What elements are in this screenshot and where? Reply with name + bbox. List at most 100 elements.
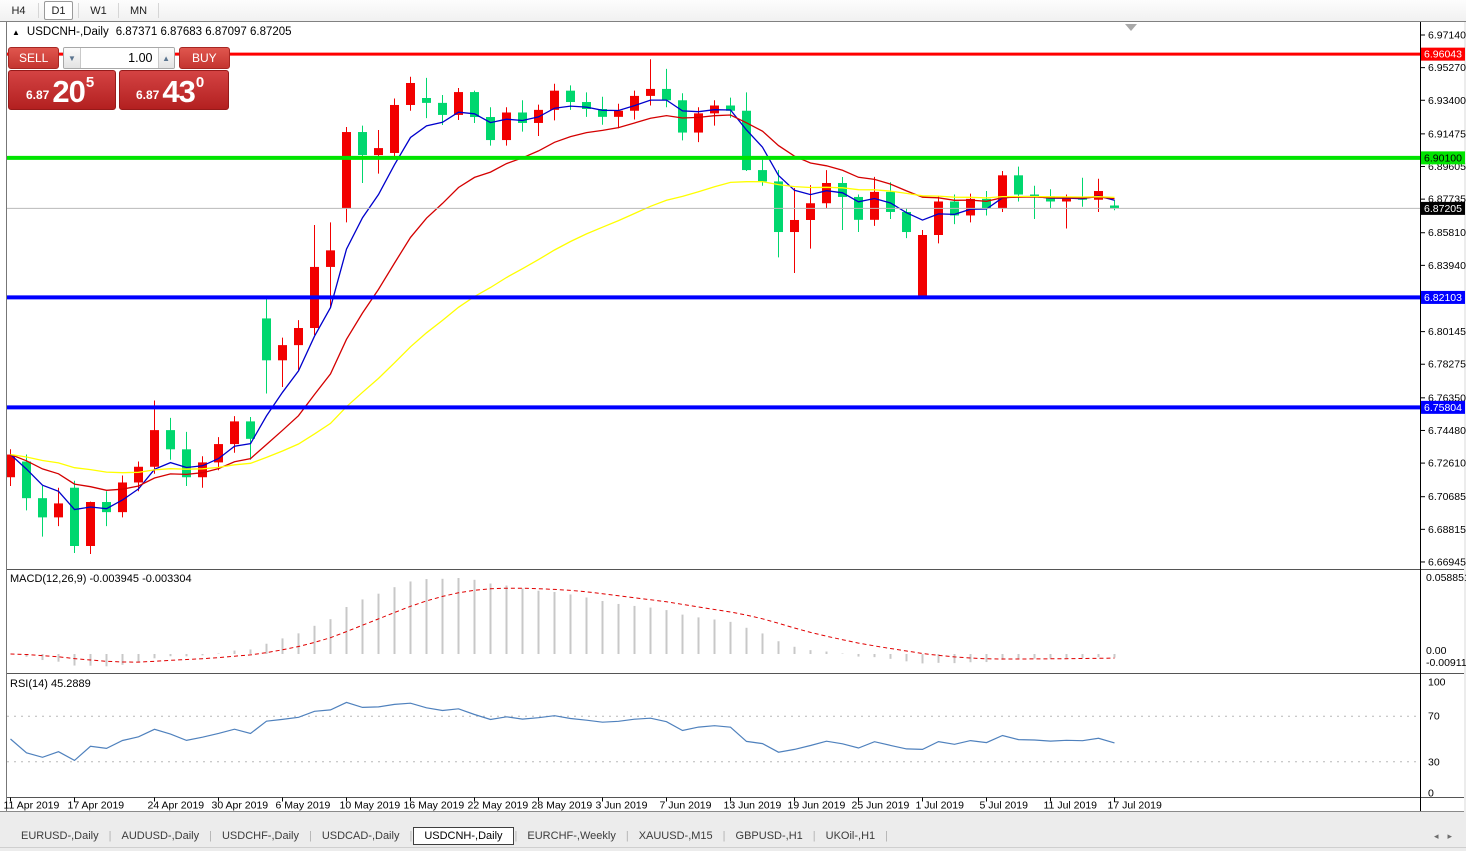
- candle-body: [1014, 175, 1023, 195]
- chart-tab-eurchf-weekly[interactable]: EURCHF-,Weekly: [527, 830, 616, 842]
- chart-tab-usdcnh-daily[interactable]: USDCNH-,Daily: [413, 827, 514, 845]
- buy-price-pips: 43: [162, 74, 195, 109]
- candle-body: [902, 211, 911, 233]
- price-axis-label: 6.70685: [1428, 491, 1466, 503]
- date-axis-label: 16 May 2019: [404, 800, 465, 812]
- date-axis-label: 17 Apr 2019: [68, 800, 125, 812]
- chart-tab-usdcad-daily[interactable]: USDCAD-,Daily: [321, 830, 400, 842]
- tab-separator: |: [409, 830, 413, 842]
- toolbar-separator: [38, 3, 39, 18]
- ma-line-5: [10, 99, 1115, 511]
- rsi-line: [10, 701, 1115, 762]
- rsi-axis-label: 30: [1428, 756, 1440, 768]
- candle-body: [822, 182, 831, 204]
- tab-scroll-right-icon[interactable]: ▸: [1447, 830, 1452, 841]
- date-axis-label: 6 May 2019: [276, 800, 331, 812]
- timeframe-button-w1[interactable]: W1: [90, 4, 107, 17]
- chart-tab-eurusd-daily[interactable]: EURUSD-,Daily: [21, 830, 99, 842]
- volume-decrease-button[interactable]: ▼: [64, 48, 81, 68]
- tab-separator: |: [812, 830, 816, 842]
- candle-body: [582, 102, 591, 109]
- price-axis-badge: [1421, 400, 1465, 414]
- candle-body: [838, 182, 847, 197]
- candle-body: [790, 219, 799, 233]
- candle-body: [1110, 205, 1119, 209]
- chart-tab-xauusd-m15[interactable]: XAUUSD-,M15: [638, 830, 713, 842]
- buy-price-prefix: 6.87: [136, 88, 160, 102]
- timeframe-toolbar: H4 D1 W1 MN: [0, 0, 1466, 22]
- candle-body: [518, 112, 527, 123]
- tab-separator: |: [722, 830, 726, 842]
- price-axis-badge-label: 6.82103: [1424, 292, 1462, 304]
- price-axis-label: 6.72610: [1428, 458, 1466, 470]
- candle-body: [774, 181, 783, 233]
- tab-scroll-left-icon[interactable]: ◂: [1433, 830, 1439, 841]
- candle-body: [262, 318, 271, 361]
- candle-body: [870, 191, 879, 220]
- candle-body: [1046, 196, 1055, 202]
- chart-tab-gbpusd-h1[interactable]: GBPUSD-,H1: [735, 830, 803, 842]
- macd-axis-min-label: -0.009116: [1426, 657, 1466, 669]
- arrow-up-icon: ▲: [162, 53, 171, 63]
- candle-body: [726, 105, 735, 111]
- date-axis-label: 22 May 2019: [468, 800, 529, 812]
- price-axis-badge-label: 6.75804: [1424, 402, 1462, 414]
- price-axis-label: 6.83940: [1428, 260, 1466, 272]
- price-axis-label: 6.66945: [1428, 556, 1466, 568]
- date-axis-label: 25 Jun 2019: [852, 800, 910, 812]
- price-axis-badge-label: 6.96043: [1424, 49, 1462, 61]
- price-axis-label: 6.91475: [1428, 128, 1466, 140]
- ma-line-34: [10, 181, 1115, 474]
- date-axis-label: 24 Apr 2019: [148, 800, 205, 812]
- candle-body: [38, 498, 47, 518]
- buy-button[interactable]: BUY: [178, 47, 231, 69]
- candle-body: [566, 90, 575, 103]
- chart-tab-usdchf-daily[interactable]: USDCHF-,Daily: [221, 830, 299, 842]
- candle-body: [326, 250, 335, 267]
- candle-body: [502, 112, 511, 141]
- macd-axis-zero-label: 0.00: [1426, 645, 1447, 657]
- candle-body: [22, 461, 31, 499]
- date-axis-label: 19 Jun 2019: [788, 800, 846, 812]
- sell-button[interactable]: SELL: [8, 47, 60, 69]
- date-axis-label: 1 Jul 2019: [916, 800, 965, 812]
- chart-shift-marker-icon: [1125, 24, 1137, 31]
- price-axis-label: 6.74480: [1428, 425, 1466, 437]
- candle-body: [358, 132, 367, 156]
- candle-body: [406, 82, 415, 105]
- chart-tab-audusd-daily[interactable]: AUDUSD-,Daily: [121, 830, 200, 842]
- price-axis-badge: [1421, 201, 1465, 215]
- chart-symbol-period: USDCNH-,Daily: [26, 26, 109, 38]
- timeframe-button-mn[interactable]: MN: [129, 4, 148, 17]
- chart-tab-ukoil-h1[interactable]: UKOil-,H1: [825, 830, 876, 842]
- candle-body: [998, 175, 1007, 209]
- timeframe-button-h4[interactable]: H4: [11, 4, 26, 17]
- collapse-triangle-icon[interactable]: ▲: [12, 27, 20, 37]
- buy-price-point: 0: [195, 74, 205, 91]
- candle-body: [6, 454, 15, 478]
- tab-separator: |: [625, 830, 629, 842]
- candle-body: [342, 132, 351, 209]
- date-axis-label: 11 Jul 2019: [1044, 800, 1098, 812]
- volume-input[interactable]: [80, 48, 158, 68]
- tab-separator: |: [108, 830, 112, 842]
- sell-price-prefix: 6.87: [26, 88, 50, 102]
- volume-increase-button[interactable]: ▲: [157, 48, 174, 68]
- sell-price-box[interactable]: 6.87 20 5: [8, 70, 116, 110]
- price-axis-badge-label: 6.87205: [1424, 203, 1462, 215]
- tab-separator: |: [308, 830, 312, 842]
- buy-price-box[interactable]: 6.87 43 0: [119, 70, 229, 110]
- macd-indicator-label: MACD(12,26,9) -0.003945 -0.003304: [10, 573, 192, 585]
- chart-ohlc-values: 6.87371 6.87683 6.87097 6.87205: [115, 26, 292, 38]
- date-axis-label: 5 Jul 2019: [980, 800, 1029, 812]
- candle-body: [86, 502, 95, 546]
- timeframe-button-d1[interactable]: D1: [44, 1, 73, 20]
- price-axis-label: 6.85810: [1428, 227, 1466, 239]
- candle-body: [438, 102, 447, 115]
- one-click-trade-widget: SELL ▼ ▲ BUY 6.87 20 5 6.87 43 0: [8, 47, 231, 110]
- candle-body: [134, 466, 143, 483]
- arrow-down-icon: ▼: [67, 53, 76, 63]
- candle-body: [982, 198, 991, 209]
